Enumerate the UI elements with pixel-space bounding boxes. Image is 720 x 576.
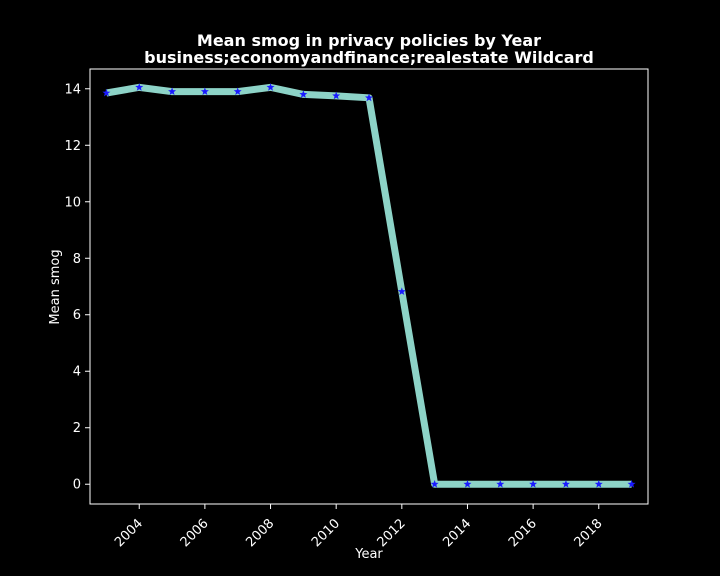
y-tick-label: 0 bbox=[73, 478, 81, 493]
data-point-marker bbox=[365, 93, 373, 102]
data-point-marker bbox=[397, 287, 406, 295]
y-tick-label: 12 bbox=[64, 139, 81, 154]
x-axis-label: Year bbox=[354, 547, 383, 562]
x-tick-label: 2010 bbox=[309, 516, 343, 550]
x-tick-label: 2006 bbox=[178, 516, 212, 550]
x-tick-label: 2014 bbox=[440, 516, 474, 550]
y-tick-label: 8 bbox=[73, 252, 81, 267]
chart-subtitle: business;economyandfinance;realestate Wi… bbox=[144, 48, 594, 67]
data-point-marker bbox=[529, 480, 538, 488]
chart-title: Mean smog in privacy policies by Year bbox=[197, 31, 541, 50]
y-tick-label: 2 bbox=[73, 421, 81, 436]
data-point-marker bbox=[200, 87, 209, 95]
x-tick-label: 2018 bbox=[572, 516, 606, 550]
data-point-marker bbox=[430, 480, 439, 488]
data-point-marker bbox=[299, 90, 308, 98]
x-tick-label: 2004 bbox=[112, 516, 146, 550]
y-tick-label: 6 bbox=[73, 308, 81, 323]
y-axis-label: Mean smog bbox=[48, 249, 63, 324]
y-tick-label: 14 bbox=[64, 82, 81, 97]
data-point-marker bbox=[594, 480, 603, 488]
data-point-marker bbox=[627, 480, 636, 488]
data-point-marker bbox=[233, 87, 242, 95]
series-group bbox=[102, 83, 636, 488]
data-point-marker bbox=[135, 83, 144, 91]
x-tick-label: 2012 bbox=[375, 516, 409, 550]
x-axis: 2004 2006 2008 2010 2012 2014 2016 2018 bbox=[112, 504, 606, 550]
data-point-marker bbox=[463, 480, 472, 488]
data-point-marker bbox=[332, 91, 341, 100]
y-tick-label: 10 bbox=[64, 195, 81, 210]
data-point-marker bbox=[168, 87, 177, 95]
data-point-marker bbox=[102, 88, 111, 97]
data-point-marker bbox=[266, 83, 275, 91]
data-point-marker bbox=[561, 480, 570, 488]
plot-area bbox=[89, 68, 649, 505]
x-tick-label: 2016 bbox=[506, 516, 540, 550]
y-tick-label: 4 bbox=[73, 365, 81, 380]
x-tick-label: 2008 bbox=[243, 516, 277, 550]
data-point-marker bbox=[496, 480, 505, 488]
y-axis: 0 2 4 6 8 10 12 14 bbox=[64, 82, 90, 493]
